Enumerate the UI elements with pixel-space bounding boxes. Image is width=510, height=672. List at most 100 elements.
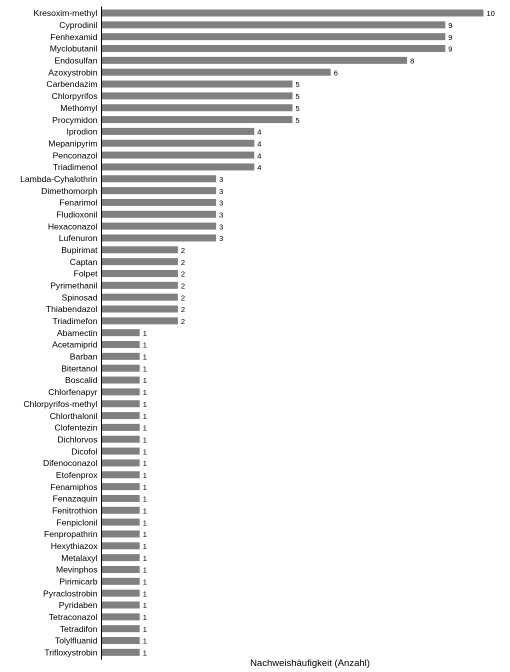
- bar: [101, 483, 140, 491]
- category-label: Lambda-Cyhalothrin: [20, 174, 98, 184]
- x-axis-label: Nachweishäufigkeit (Anzahl): [250, 658, 370, 669]
- category-label: Fenamiphos: [50, 482, 97, 492]
- bar: [101, 33, 446, 41]
- bar: [101, 163, 255, 171]
- category-label: Hexythiazox: [51, 541, 99, 551]
- bar: [101, 530, 140, 538]
- bar: [101, 376, 140, 384]
- category-label: Etofenprox: [56, 470, 98, 480]
- value-label: 1: [143, 506, 147, 515]
- category-label: Methomyl: [60, 103, 97, 113]
- value-label: 4: [257, 151, 261, 160]
- bar: [101, 613, 140, 621]
- category-label: Mevinphos: [56, 565, 98, 575]
- category-label: Fenarimol: [59, 198, 97, 208]
- value-label: 2: [181, 305, 185, 314]
- category-label: Kresoxim-methyl: [34, 8, 98, 18]
- category-label: Fludioxonil: [56, 209, 97, 219]
- value-label: 9: [448, 21, 452, 30]
- category-label: Dimethomorph: [41, 186, 98, 196]
- category-label: Acetamiprid: [52, 340, 98, 350]
- category-label: Thiabendazol: [46, 304, 98, 314]
- value-label: 1: [143, 542, 147, 551]
- value-label: 2: [181, 293, 185, 302]
- bars-group: [101, 9, 484, 656]
- bar: [101, 127, 255, 135]
- bar: [101, 542, 140, 550]
- bar: [101, 281, 178, 289]
- value-label: 3: [219, 234, 223, 243]
- bar: [101, 589, 140, 597]
- value-label: 6: [334, 68, 338, 77]
- category-label: Procymidon: [52, 115, 98, 125]
- value-label: 1: [143, 459, 147, 468]
- value-label: 5: [296, 92, 300, 101]
- bar: [101, 222, 217, 230]
- value-label: 10: [487, 9, 495, 18]
- category-label: Bupirimat: [61, 245, 98, 255]
- category-label: Lufenuron: [59, 233, 98, 243]
- value-label: 1: [143, 495, 147, 504]
- value-label: 3: [219, 210, 223, 219]
- category-label: Dicofol: [71, 446, 97, 456]
- bar: [101, 305, 178, 313]
- bar: [101, 21, 446, 29]
- bar: [101, 625, 140, 633]
- bar: [101, 341, 140, 349]
- value-label: 1: [143, 518, 147, 527]
- value-label: 5: [296, 80, 300, 89]
- bar: [101, 234, 217, 242]
- value-label: 1: [143, 483, 147, 492]
- value-label: 1: [143, 341, 147, 350]
- bar: [101, 412, 140, 420]
- category-label: Fenpiclonil: [56, 517, 97, 527]
- bar: [101, 388, 140, 396]
- category-label: Fenpropathrin: [44, 529, 98, 539]
- value-label: 1: [143, 447, 147, 456]
- value-label: 1: [143, 400, 147, 409]
- bar: [101, 258, 178, 266]
- bar: [101, 648, 140, 656]
- bar: [101, 198, 217, 206]
- value-label: 3: [219, 199, 223, 208]
- category-label: Chlorfenapyr: [48, 387, 97, 397]
- bar: [101, 187, 217, 195]
- bar: [101, 565, 140, 573]
- category-labels-group: Kresoxim-methyl Cyprodinil Fenhexamid Myclo…: [20, 8, 98, 657]
- bar: [101, 246, 178, 254]
- category-label: Fenitrothion: [52, 505, 98, 515]
- value-labels-group: 10 9 9 9 8 6 5 5 5 5 4 4 4 4 3 3 3 3 3 3 2 2 2 2 2 2 2 1 1 1 1 1 1 1 1 1 1 1 1…: [143, 9, 495, 657]
- category-label: Chlorpyrifos-methyl: [23, 399, 97, 409]
- bar: [101, 175, 217, 183]
- category-label: Captan: [70, 257, 98, 267]
- value-label: 8: [410, 57, 414, 66]
- bar: [101, 317, 178, 325]
- bar: [101, 400, 140, 408]
- bar: [101, 601, 140, 609]
- category-label: Abamectin: [57, 328, 98, 338]
- category-label: Chlorpyrifos: [52, 91, 98, 101]
- value-label: 1: [143, 530, 147, 539]
- category-label: Hexaconazol: [48, 221, 98, 231]
- category-label: Mepanipyrim: [48, 138, 97, 148]
- value-label: 3: [219, 187, 223, 196]
- category-label: Triadimenol: [53, 162, 98, 172]
- value-label: 1: [143, 424, 147, 433]
- category-label: Dichlorvos: [57, 434, 97, 444]
- value-label: 1: [143, 471, 147, 480]
- category-label: Myclobutanil: [50, 44, 98, 54]
- value-label: 1: [143, 637, 147, 646]
- value-label: 2: [181, 258, 185, 267]
- category-label: Fenhexamid: [50, 32, 98, 42]
- category-label: Folpet: [74, 269, 98, 279]
- bar: [101, 518, 140, 526]
- bar: [101, 80, 293, 88]
- category-label: Difenoconazol: [43, 458, 98, 468]
- bar: [101, 293, 178, 301]
- category-label: Azoxystrobin: [48, 67, 97, 77]
- category-label: Pirimicarb: [59, 577, 97, 587]
- bar: [101, 210, 217, 218]
- category-label: Triadimefon: [52, 316, 97, 326]
- value-label: 1: [143, 566, 147, 575]
- category-label: Tetraconazol: [49, 612, 98, 622]
